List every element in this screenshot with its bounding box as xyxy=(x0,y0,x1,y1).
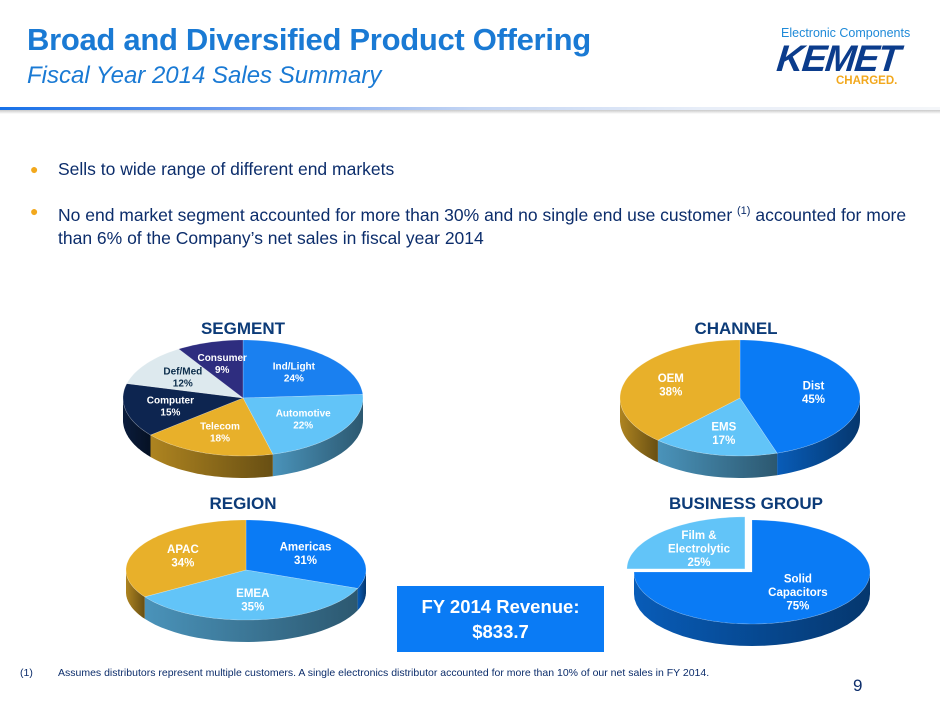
page-number: 9 xyxy=(853,676,863,695)
pie-value-label: 18% xyxy=(210,434,230,445)
bullet-item: ● No end market segment accounted for mo… xyxy=(30,200,910,250)
chart-title-region: REGION xyxy=(209,494,277,513)
pie-value-label: 34% xyxy=(171,557,194,569)
page-subtitle: Fiscal Year 2014 Sales Summary xyxy=(27,62,382,89)
bullet-text-part: accounted for more than 6% of the Compan… xyxy=(58,204,907,248)
pie-slice-emea xyxy=(143,569,359,621)
bullet-text: Sells to wide range of different end mar… xyxy=(58,159,395,179)
pie-side-oem xyxy=(620,398,658,463)
footnote-marker: (1) xyxy=(20,667,33,679)
header-divider xyxy=(0,107,940,110)
footnote-text: Assumes distributors represent multiple … xyxy=(58,667,710,679)
pie-slice-automotive xyxy=(242,394,364,455)
pie-value-label: 17% xyxy=(712,435,735,447)
bullet-text-part: No end market segment accounted for more… xyxy=(58,204,738,225)
pie-category-label: OEM xyxy=(658,373,684,385)
pie-side-dist xyxy=(777,398,860,476)
pie-category-label: Automotive xyxy=(276,409,331,420)
pie-side-computer xyxy=(123,398,151,457)
footnote: (1) Assumes distributors represent multip… xyxy=(20,667,709,679)
pie-value-label: 35% xyxy=(241,602,264,614)
bullet-list: ● Sells to wide range of different end m… xyxy=(30,158,910,269)
pie-category-label: Telecom xyxy=(200,422,240,433)
pie-slice-computer xyxy=(122,383,244,436)
chart-title-business-group: BUSINESS GROUP xyxy=(669,494,823,513)
pie-category-label: Capacitors xyxy=(768,587,827,599)
pie-slice-def-med xyxy=(126,348,245,399)
pie-category-label: Computer xyxy=(147,395,194,406)
pie-category-label: Americas xyxy=(280,541,332,553)
pie-slice-consumer xyxy=(178,339,244,399)
pie-category-label: Ind/Light xyxy=(273,361,316,372)
pie-slice-ind-light xyxy=(242,339,364,399)
bullet-dot-icon: ● xyxy=(30,161,39,177)
logo-tagline: Electronic Components xyxy=(781,26,911,40)
pie-slice-americas xyxy=(245,519,367,589)
pie-side-ems xyxy=(657,440,778,478)
pie-side-americas xyxy=(357,570,366,611)
revenue-label: FY 2014 Revenue: xyxy=(421,596,580,617)
pie-value-label: 25% xyxy=(687,557,710,569)
pie-value-label: 12% xyxy=(173,378,193,389)
pie-value-label: 75% xyxy=(786,601,809,613)
pie-slice-ems xyxy=(657,397,778,457)
pie-slice-telecom xyxy=(149,397,274,457)
pie-category-label: Electrolytic xyxy=(668,544,731,556)
footnote-reference: (1) xyxy=(737,205,751,217)
pie-category-label: Def/Med xyxy=(163,366,202,377)
pie-slice-oem xyxy=(619,339,741,441)
pie-side-automotive xyxy=(272,398,363,477)
pie-slice-dist xyxy=(739,339,861,454)
bullet-dot-icon: ● xyxy=(30,203,39,219)
pie-value-label: 9% xyxy=(215,365,230,376)
pie-category-label: Film & xyxy=(681,530,716,542)
bullet-item: ● Sells to wide range of different end m… xyxy=(30,158,910,181)
pie-value-label: 31% xyxy=(294,555,317,567)
pie-value-label: 15% xyxy=(160,407,180,418)
pie-side-apac xyxy=(126,570,145,619)
pie-slice-solid-capacitors xyxy=(633,519,871,625)
pie-category-label: Solid xyxy=(784,574,812,586)
pie-slice-film-electrolytic xyxy=(626,516,746,570)
pie-side-emea xyxy=(144,588,358,642)
pie-category-label: APAC xyxy=(167,544,199,556)
pie-category-label: EMS xyxy=(711,421,736,433)
pie-category-label: Dist xyxy=(803,381,825,393)
pie-side-telecom xyxy=(150,435,273,478)
pie-value-label: 38% xyxy=(659,387,682,399)
pie-value-label: 45% xyxy=(802,394,825,406)
page-title: Broad and Diversified Product Offering xyxy=(27,22,591,57)
kemet-logo: Electronic Components KEMET CHARGED. xyxy=(775,26,925,92)
pie-slice-apac xyxy=(125,519,247,598)
pie-value-label: 22% xyxy=(293,421,313,432)
pie-category-label: Consumer xyxy=(197,353,247,364)
header-divider-shadow xyxy=(0,110,940,114)
chart-title-segment: SEGMENT xyxy=(200,319,286,338)
chart-title-channel: CHANNEL xyxy=(694,319,778,338)
revenue-value: $833.7 xyxy=(472,621,529,642)
revenue-callout: FY 2014 Revenue: $833.7 xyxy=(397,586,604,652)
pie-category-label: EMEA xyxy=(236,588,269,600)
pie-side-solid-capacitors xyxy=(634,572,870,646)
pie-value-label: 24% xyxy=(284,373,304,384)
logo-slogan: CHARGED. xyxy=(836,75,898,87)
